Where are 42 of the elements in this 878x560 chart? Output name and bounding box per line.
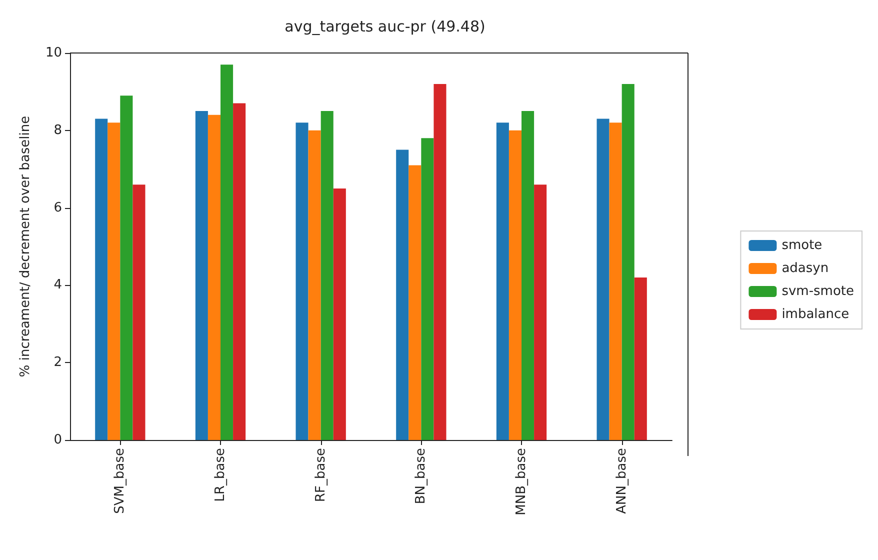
bar <box>508 130 522 440</box>
x-tick-label: ANN_base <box>614 448 630 514</box>
y-tick-label: 4 <box>54 278 62 293</box>
bar <box>522 111 534 440</box>
legend-label: svm-smote <box>782 284 854 299</box>
x-tick-label: MNB_base <box>514 448 529 516</box>
bar <box>434 84 446 440</box>
bar <box>108 122 120 440</box>
bar <box>132 184 146 440</box>
bar <box>296 122 308 440</box>
y-tick-label: 2 <box>54 355 62 370</box>
x-tick-label: BN_base <box>414 448 429 504</box>
x-tick-label: RF_base <box>313 448 328 502</box>
bar <box>120 96 133 440</box>
bar <box>195 111 208 440</box>
legend-label: adasyn <box>782 261 829 276</box>
bar <box>609 122 622 440</box>
bar <box>408 165 422 440</box>
y-tick-label: 6 <box>54 200 62 216</box>
bar <box>233 103 246 440</box>
bar <box>333 188 346 440</box>
bar <box>634 277 647 440</box>
bar <box>208 114 220 440</box>
x-tick-label: LR_base <box>213 448 228 502</box>
y-tick-label: 10 <box>45 46 62 60</box>
bar <box>396 150 409 440</box>
y-tick-label: 8 <box>54 122 62 138</box>
bar <box>308 130 321 440</box>
bar <box>220 64 234 440</box>
bar <box>320 111 334 440</box>
bar <box>421 138 434 440</box>
bar <box>496 122 509 440</box>
legend-label: imbalance <box>782 307 850 322</box>
y-axis-title: % increament/ decrement over baseline <box>18 116 33 378</box>
x-tick-label: SVM_base <box>112 448 128 514</box>
legend-label: smote <box>782 238 822 253</box>
bar <box>95 118 108 440</box>
bar <box>596 118 610 440</box>
y-tick-label: 0 <box>54 432 62 448</box>
bar <box>622 84 634 440</box>
chart-title: avg_targets auc-pr (49.48) <box>284 18 486 36</box>
bar <box>534 184 547 440</box>
